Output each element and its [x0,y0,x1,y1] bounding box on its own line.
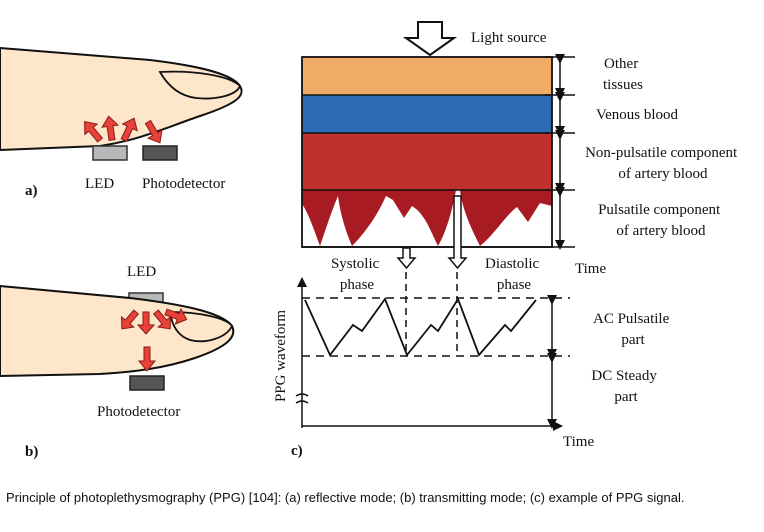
ppg-waveform [304,296,537,357]
layer-label-non-pulsatile: Non-pulsatile component of artery blood [585,145,741,182]
layer-label-pulsatile: Pulsatile component of artery blood [598,202,724,239]
fingernail-a [158,70,242,100]
layer-dimension-arrows [545,54,575,250]
arrow-icon [120,117,138,142]
arrow-icon [164,307,188,325]
layer-label-venous-blood: Venous blood [596,107,679,123]
arrow-icon [101,115,120,141]
arrow-icon [136,311,156,335]
arrow-icon [152,309,172,330]
led-label-b: LED [127,264,156,280]
photodetector-a [142,145,178,161]
arrow-icon [137,346,157,372]
led-label-a: LED [85,176,114,192]
light-arrows-b [120,307,188,372]
photodetector-label-a: Photodetector [142,176,225,192]
dc-steady-label: DC Steady part [591,368,660,405]
axis-break-icon [295,393,309,404]
figure-caption: Principle of photoplethysmography (PPG) … [6,490,685,505]
led-a [92,145,128,161]
finger-b [0,284,235,378]
light-source-label: Light source [471,30,547,46]
arrow-icon [144,119,163,144]
layer-other-tissues [302,57,552,95]
arrow-icon [120,309,140,330]
systolic-phase-label: Systolic phase [331,256,383,293]
layer-label-other-tissues: Other tissues [603,56,643,93]
layer-venous-blood [302,95,552,133]
ppg-principle-figure: LED Photodetector a) LED Photodetector b… [0,21,741,460]
panel-tag-c: c) [291,443,303,459]
light-arrows-a [84,115,163,144]
light-source-arrow-icon [402,21,458,57]
panel-tag-a: a) [25,183,38,199]
diastolic-phase-label: Diastolic phase [485,256,543,293]
layer-pulsatile-artery [302,190,552,246]
layer-non-pulsatile-artery [302,133,552,190]
panel-b: LED Photodetector b) [0,264,235,460]
systolic-arrow-icon [396,247,417,270]
time-label-top: Time [575,261,606,277]
time-label-bottom: Time [563,434,594,450]
panel-tag-b: b) [25,444,38,460]
arrow-icon [84,121,104,143]
photodetector-b [129,375,165,391]
photodetector-label-b: Photodetector [97,404,180,420]
panel-a: LED Photodetector a) [0,46,243,199]
panel-c: Light source Other tissues Venous bl [273,21,741,459]
ac-pulsatile-label: AC Pulsatile part [593,311,673,348]
diastolic-arrow-icon [447,195,468,270]
ppg-y-axis-label: PPG waveform [273,310,289,402]
